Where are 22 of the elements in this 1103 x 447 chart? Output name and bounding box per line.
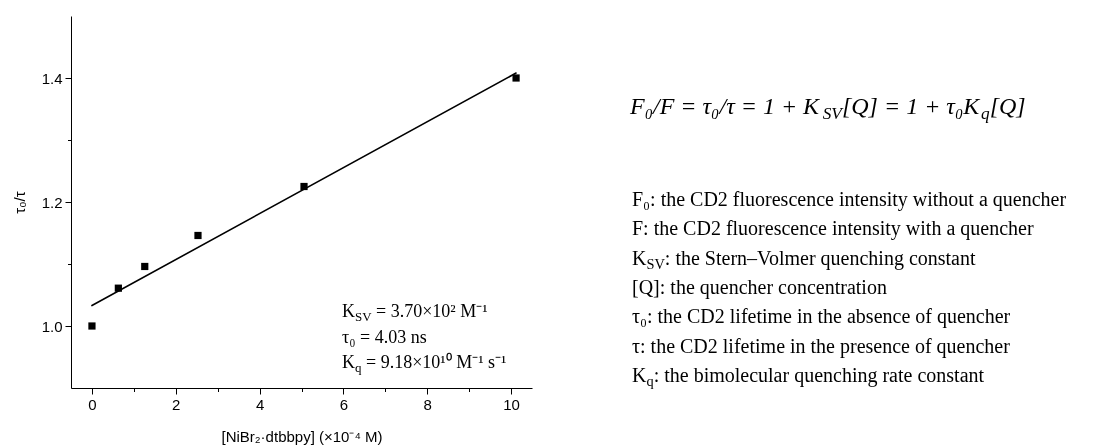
x-axis-title: [NiBr₂·dtbbpy] (×10⁻⁴ M) (221, 427, 383, 445)
point (194, 231, 202, 240)
text: F₀: the CD2 fluorescence intensity without a quencher (632, 188, 1067, 211)
point (141, 262, 149, 271)
x-tick-label: 8 (423, 395, 432, 413)
x-tick-label: 0 (88, 395, 97, 413)
text: τ: the CD2 lifetime in the presence of quencher (632, 334, 1011, 358)
y-tick-label: 1.4 (41, 69, 63, 87)
annotation: τ₀ = 4.03 ns (342, 326, 427, 347)
point (512, 74, 520, 82)
x-tick-label: 2 (172, 395, 181, 413)
x-tick-label: 4 (255, 395, 265, 413)
y-axis-title: τ₀/τ (10, 191, 28, 214)
y-tick-label: 1.2 (41, 193, 63, 211)
y-tick-label: 1.0 (41, 317, 63, 335)
point (300, 182, 308, 191)
x-tick-label: 10 (503, 395, 520, 413)
text: τ₀: the CD2 lifetime in the absence of quencher (632, 305, 1011, 329)
text: F: the CD2 fluorescence intensity with a quencher (632, 217, 1034, 241)
x-tick-label: 6 (339, 395, 349, 413)
point (88, 322, 96, 330)
text: [Q]: the quencher concentration (632, 275, 887, 299)
